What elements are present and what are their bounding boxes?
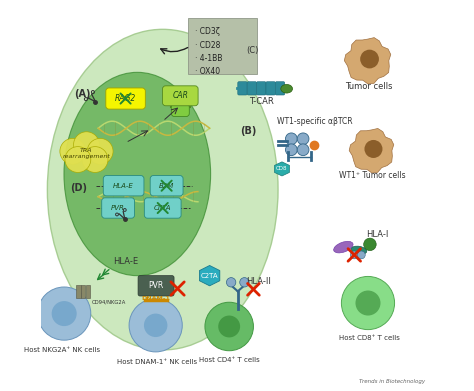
FancyBboxPatch shape — [266, 82, 275, 95]
Circle shape — [205, 302, 254, 351]
Circle shape — [285, 144, 297, 156]
Polygon shape — [349, 129, 394, 173]
Text: Host DNAM-1⁺ NK cells: Host DNAM-1⁺ NK cells — [117, 359, 197, 365]
Text: Host NKG2A⁺ NK cells: Host NKG2A⁺ NK cells — [24, 347, 100, 353]
Text: WT1⁺ Tumor cells: WT1⁺ Tumor cells — [338, 170, 405, 180]
Circle shape — [356, 291, 381, 316]
Text: CAR: CAR — [173, 91, 188, 100]
FancyBboxPatch shape — [247, 82, 256, 95]
Text: (B): (B) — [240, 126, 257, 136]
Text: Host CD8⁺ T cells: Host CD8⁺ T cells — [339, 335, 400, 341]
Circle shape — [60, 138, 86, 164]
Text: HLA-E: HLA-E — [113, 257, 138, 267]
FancyBboxPatch shape — [76, 285, 81, 298]
Text: PVR: PVR — [148, 281, 164, 291]
FancyBboxPatch shape — [138, 276, 174, 296]
Circle shape — [129, 299, 182, 352]
Text: CIITA: CIITA — [154, 205, 172, 211]
Text: TRA
rearrangement: TRA rearrangement — [63, 148, 110, 159]
Circle shape — [144, 314, 167, 337]
Text: Host CD4⁺ T cells: Host CD4⁺ T cells — [199, 357, 260, 363]
Text: B2M: B2M — [159, 183, 174, 189]
Circle shape — [360, 50, 379, 68]
Text: PVR: PVR — [111, 205, 125, 211]
Ellipse shape — [281, 84, 292, 93]
Circle shape — [364, 238, 376, 251]
Text: C2TA: C2TA — [201, 273, 219, 279]
Polygon shape — [344, 38, 391, 84]
FancyBboxPatch shape — [103, 176, 144, 196]
Ellipse shape — [334, 241, 353, 253]
Ellipse shape — [47, 29, 278, 350]
FancyBboxPatch shape — [171, 104, 189, 117]
FancyBboxPatch shape — [256, 82, 266, 95]
Circle shape — [240, 278, 249, 287]
Circle shape — [87, 138, 113, 164]
Polygon shape — [200, 265, 220, 286]
Text: HLA-I: HLA-I — [366, 230, 388, 239]
Circle shape — [52, 301, 77, 326]
FancyBboxPatch shape — [81, 285, 85, 298]
FancyBboxPatch shape — [150, 176, 183, 196]
Circle shape — [365, 140, 383, 158]
Text: DNAM-1: DNAM-1 — [142, 296, 171, 301]
Circle shape — [341, 276, 394, 330]
Text: RAG2: RAG2 — [115, 94, 136, 103]
FancyBboxPatch shape — [275, 82, 285, 95]
Text: Tumor cells: Tumor cells — [346, 82, 393, 91]
Circle shape — [357, 251, 365, 259]
Circle shape — [218, 316, 240, 337]
Ellipse shape — [351, 246, 367, 254]
Text: CD8: CD8 — [276, 167, 288, 171]
Circle shape — [82, 147, 108, 172]
Ellipse shape — [64, 72, 210, 276]
Text: CD94/NKG2A: CD94/NKG2A — [91, 300, 126, 304]
Circle shape — [37, 287, 91, 340]
Polygon shape — [274, 162, 290, 176]
Circle shape — [73, 132, 100, 158]
FancyBboxPatch shape — [238, 82, 247, 95]
FancyBboxPatch shape — [188, 18, 256, 74]
Text: (A): (A) — [74, 89, 91, 99]
Text: (D): (D) — [70, 183, 87, 194]
Circle shape — [285, 133, 297, 145]
Circle shape — [350, 251, 358, 259]
FancyBboxPatch shape — [102, 198, 135, 218]
Text: WT1-specific αβTCR: WT1-specific αβTCR — [277, 117, 353, 126]
FancyBboxPatch shape — [144, 198, 181, 218]
Text: · CD3ζ
· CD28
· 4-1BB
· OX40: · CD3ζ · CD28 · 4-1BB · OX40 — [195, 27, 222, 76]
Text: (C): (C) — [246, 46, 259, 56]
FancyBboxPatch shape — [163, 86, 198, 106]
Text: HLA-II: HLA-II — [246, 277, 271, 286]
FancyBboxPatch shape — [86, 285, 90, 298]
Circle shape — [297, 144, 309, 156]
Circle shape — [297, 133, 309, 145]
Circle shape — [65, 147, 91, 172]
Text: Trends in Biotechnology: Trends in Biotechnology — [358, 379, 425, 384]
Text: HLA-E: HLA-E — [113, 183, 134, 189]
FancyBboxPatch shape — [106, 88, 146, 109]
Circle shape — [227, 278, 236, 287]
Text: T-CAR: T-CAR — [249, 97, 274, 106]
